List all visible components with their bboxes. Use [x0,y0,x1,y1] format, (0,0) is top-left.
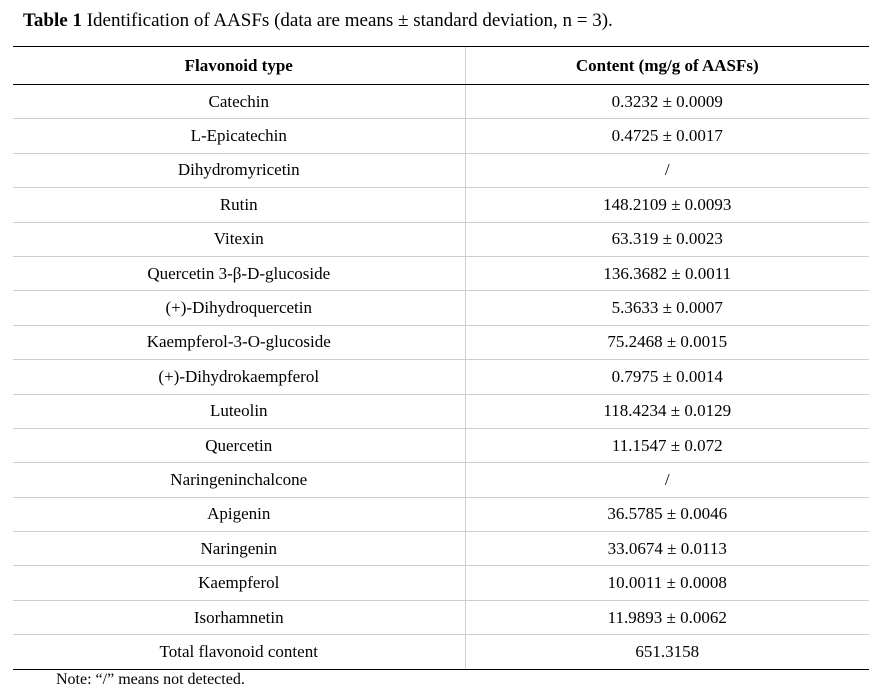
flavonoid-name: Rutin [13,187,465,223]
flavonoid-content: 0.7975 ± 0.0014 [464,359,869,395]
flavonoid-content: 148.2109 ± 0.0093 [464,187,869,223]
table-note: Note: “/” means not detected. [56,671,245,688]
flavonoid-name: Quercetin [13,428,465,464]
table-header-row: Flavonoid type Content (mg/g of AASFs) [13,46,869,85]
table-row: Kaempferol 10.0011 ± 0.0008 [13,565,869,601]
total-value: 651.3158 [464,634,869,670]
flavonoid-name: (+)-Dihydroquercetin [13,290,465,326]
flavonoid-name: Apigenin [13,497,465,533]
table-caption: Table 1 Identification of AASFs (data ar… [23,10,613,32]
flavonoid-content: 0.4725 ± 0.0017 [464,118,869,154]
table-row: Vitexin 63.319 ± 0.0023 [13,222,869,257]
flavonoid-content: / [464,462,869,498]
flavonoid-name: Quercetin 3-β-D-glucoside [13,256,465,292]
table-row: Rutin 148.2109 ± 0.0093 [13,187,869,223]
table-row: Dihydromyricetin / [13,153,869,189]
flavonoid-content: 11.1547 ± 0.072 [464,428,869,464]
table-row: Kaempferol-3-O-glucoside 75.2468 ± 0.0015 [13,325,869,361]
table-row: (+)-Dihydroquercetin 5.3633 ± 0.0007 [13,290,869,326]
flavonoid-content: 118.4234 ± 0.0129 [464,394,869,429]
table-caption-label: Table 1 [23,10,82,31]
table-row: Quercetin 3-β-D-glucoside 136.3682 ± 0.00… [13,256,869,292]
flavonoid-content: 136.3682 ± 0.0011 [464,256,869,292]
flavonoid-content: 10.0011 ± 0.0008 [464,565,869,601]
flavonoid-content: 5.3633 ± 0.0007 [464,290,869,326]
header-content: Content (mg/g of AASFs) [464,46,869,85]
flavonoid-content: 63.319 ± 0.0023 [464,222,869,257]
flavonoid-content: 11.9893 ± 0.0062 [464,600,869,636]
table-row: Luteolin 118.4234 ± 0.0129 [13,394,869,429]
flavonoid-table: Flavonoid type Content (mg/g of AASFs) C… [13,46,869,670]
flavonoid-name: Dihydromyricetin [13,153,465,189]
flavonoid-name: Catechin [13,84,465,120]
table-row: Apigenin 36.5785 ± 0.0046 [13,497,869,533]
table-row: Naringeninchalcone / [13,462,869,498]
flavonoid-name: Luteolin [13,394,465,429]
table-row-total: Total flavonoid content 651.3158 [13,634,869,670]
flavonoid-name: (+)-Dihydrokaempferol [13,359,465,395]
flavonoid-name: Kaempferol [13,565,465,601]
flavonoid-name: Isorhamnetin [13,600,465,636]
table-caption-text: Identification of AASFs (data are means … [81,10,613,31]
header-flavonoid-type: Flavonoid type [13,46,465,85]
table-row: Catechin 0.3232 ± 0.0009 [13,84,869,120]
flavonoid-content: 33.0674 ± 0.0113 [464,531,869,567]
flavonoid-content: / [464,153,869,189]
table-row: Naringenin 33.0674 ± 0.0113 [13,531,869,567]
table-row: Quercetin 11.1547 ± 0.072 [13,428,869,464]
table-row: Isorhamnetin 11.9893 ± 0.0062 [13,600,869,636]
table-row: (+)-Dihydrokaempferol 0.7975 ± 0.0014 [13,359,869,395]
total-label: Total flavonoid content [13,634,465,670]
table-row: L-Epicatechin 0.4725 ± 0.0017 [13,118,869,154]
flavonoid-content: 0.3232 ± 0.0009 [464,84,869,120]
flavonoid-name: L-Epicatechin [13,118,465,154]
flavonoid-name: Naringeninchalcone [13,462,465,498]
flavonoid-name: Naringenin [13,531,465,567]
flavonoid-content: 36.5785 ± 0.0046 [464,497,869,533]
flavonoid-content: 75.2468 ± 0.0015 [464,325,869,361]
flavonoid-name: Vitexin [13,222,465,257]
flavonoid-name: Kaempferol-3-O-glucoside [13,325,465,361]
